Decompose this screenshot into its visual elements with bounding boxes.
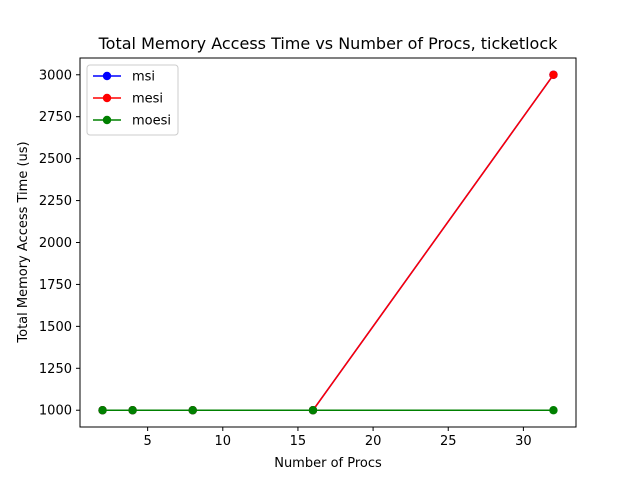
y-tick-label: 1250 <box>39 362 72 377</box>
y-axis-ticks: 1000 1250 1500 1750 2000 2250 2500 2750 3000 <box>39 68 80 419</box>
data-point-moesi <box>128 406 137 415</box>
legend-entry-msi: msi <box>93 70 155 85</box>
legend-entry-mesi: mesi <box>93 92 163 107</box>
series-moesi <box>98 406 558 415</box>
legend-entry-moesi: moesi <box>93 114 171 129</box>
data-point-moesi <box>188 406 197 415</box>
x-axis-label: Number of Procs <box>274 456 382 471</box>
x-axis-ticks: 5 10 15 20 25 30 <box>143 427 532 449</box>
legend-label: msi <box>132 70 155 85</box>
legend-marker <box>102 71 112 81</box>
y-tick-label: 2750 <box>39 110 72 125</box>
y-tick-label: 2000 <box>39 236 72 251</box>
y-tick-label: 3000 <box>39 68 72 83</box>
y-tick-label: 1500 <box>39 320 72 335</box>
data-point-moesi <box>98 406 107 415</box>
y-tick-label: 2250 <box>39 194 72 209</box>
plot-frame <box>79 57 577 428</box>
legend-label: mesi <box>132 92 163 107</box>
y-tick-label: 2500 <box>39 152 72 167</box>
x-tick-label: 30 <box>515 434 532 449</box>
y-tick-label: 1750 <box>39 278 72 293</box>
legend: msi mesi moesi <box>86 64 179 136</box>
y-axis-label: Total Memory Access Time (us) <box>16 141 31 343</box>
y-tick-label: 1000 <box>39 404 72 419</box>
x-tick-label: 5 <box>143 434 151 449</box>
legend-marker <box>102 115 112 125</box>
x-tick-label: 10 <box>215 434 232 449</box>
data-point-moesi <box>549 406 558 415</box>
data-point-mesi <box>549 70 558 79</box>
x-tick-label: 25 <box>440 434 457 449</box>
x-tick-label: 15 <box>290 434 307 449</box>
data-point-moesi <box>308 406 318 415</box>
legend-label: moesi <box>132 114 171 129</box>
chart-title: Total Memory Access Time vs Number of Pr… <box>98 34 559 53</box>
legend-marker <box>102 93 112 103</box>
series-layer <box>98 70 558 415</box>
x-tick-label: 20 <box>365 434 382 449</box>
